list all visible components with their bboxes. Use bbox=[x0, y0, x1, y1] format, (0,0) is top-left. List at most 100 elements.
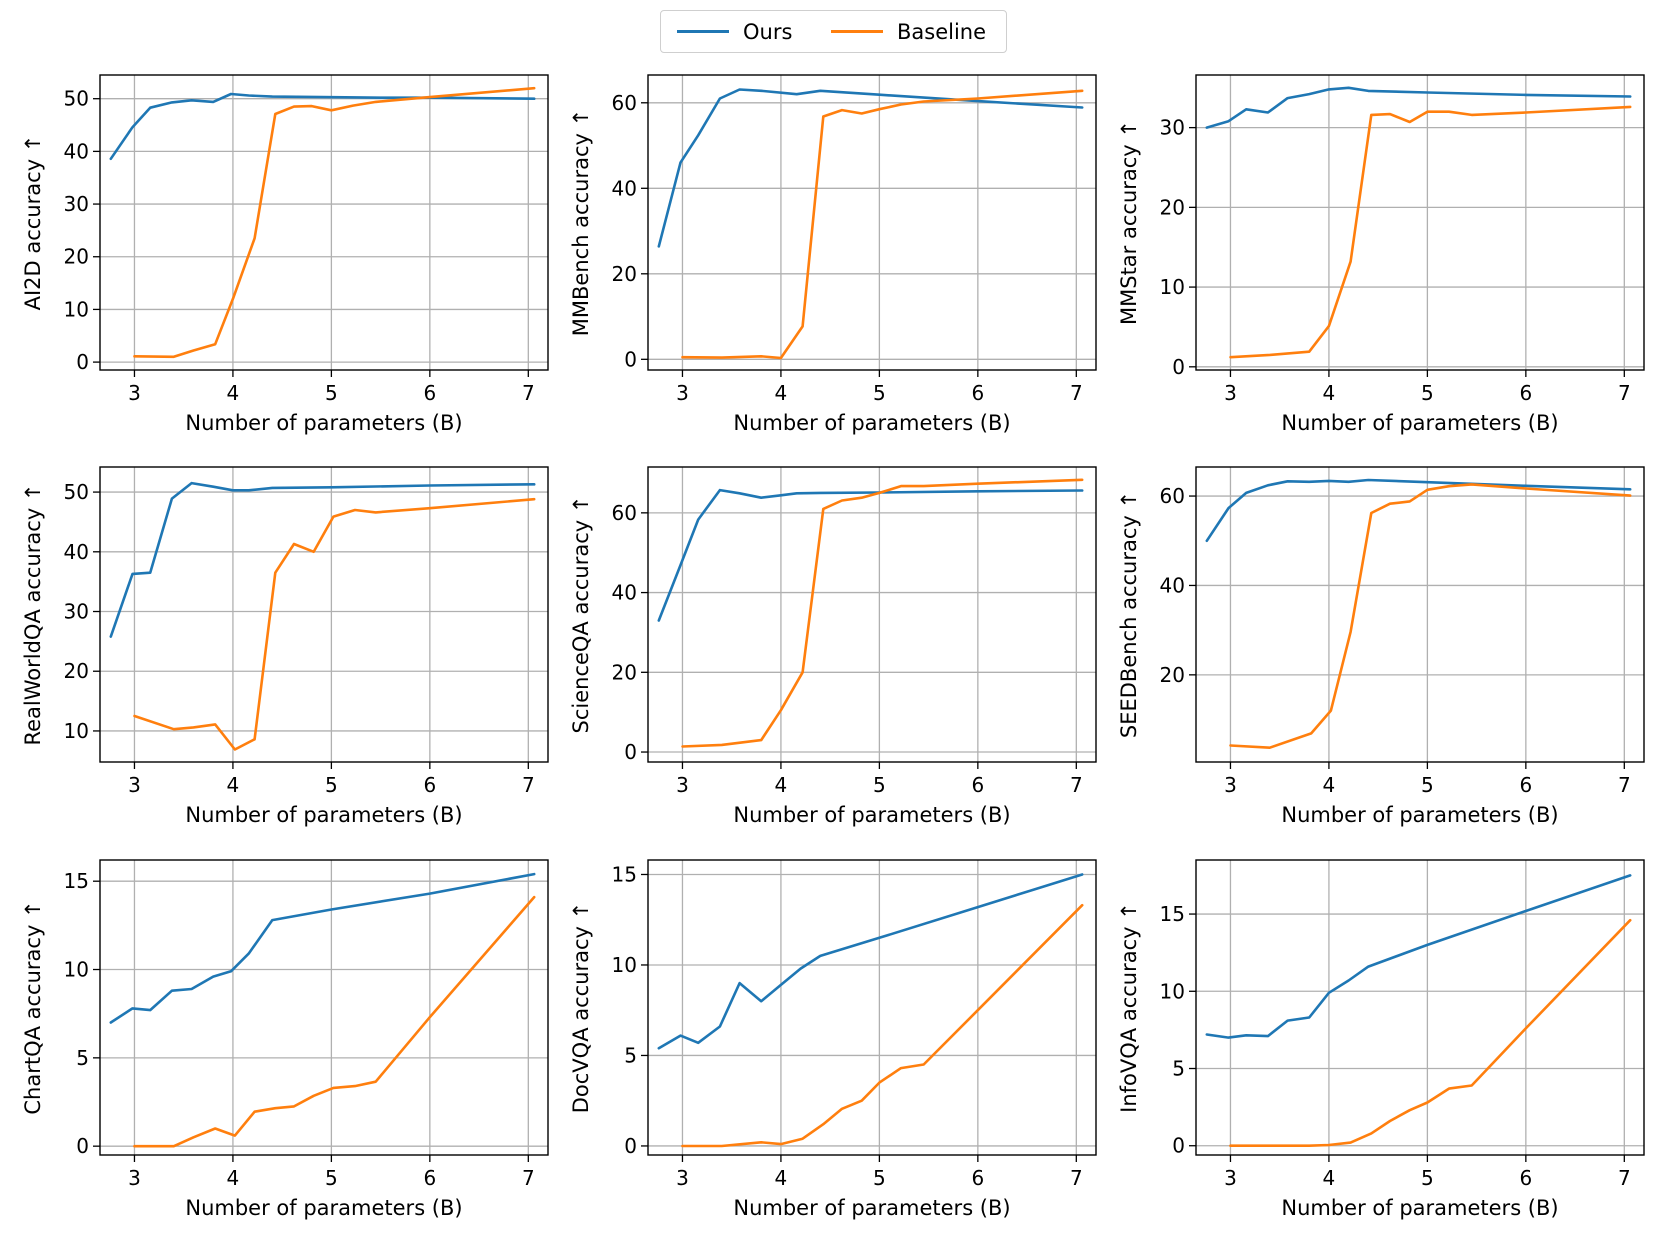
chart-panel: 3 4 5 6 7 0 5 10 15 Number of parameters (B) Chart… bbox=[21, 859, 549, 1220]
x-tick-label: 7 bbox=[1618, 1166, 1631, 1190]
chart-panel: 3 4 5 6 7 20 40 60 Number of parameters (B) SEEDB… bbox=[1117, 466, 1645, 827]
axes-frame bbox=[99, 74, 549, 371]
series-line-ours bbox=[1205, 478, 1632, 543]
axes-frame bbox=[1195, 466, 1645, 763]
chart-panel: 3 4 5 6 7 10 20 30 40 50 Number of parameters (B) R… bbox=[21, 466, 549, 827]
series-line-baseline bbox=[681, 89, 1084, 360]
x-tick-label: 6 bbox=[1519, 1166, 1532, 1190]
x-tick-label: 3 bbox=[676, 381, 689, 405]
series-line-baseline bbox=[1229, 105, 1632, 359]
y-tick-label: 40 bbox=[612, 581, 637, 605]
x-tick-label: 5 bbox=[325, 381, 338, 405]
x-tick-label: 4 bbox=[775, 773, 788, 797]
chart-panel: 3 4 5 6 7 0 5 10 15 Number of parameters (B) DocVQ… bbox=[569, 859, 1097, 1220]
x-tick-label: 6 bbox=[1519, 381, 1532, 405]
axes-frame bbox=[1195, 859, 1645, 1156]
legend-swatch-baseline bbox=[831, 30, 883, 33]
axes-frame bbox=[647, 466, 1097, 763]
x-axis-title: Number of parameters (B) bbox=[185, 803, 462, 827]
y-axis-title: ChartQA accuracy ↑ bbox=[21, 900, 45, 1114]
y-tick-label: 0 bbox=[76, 1134, 89, 1158]
x-tick-label: 3 bbox=[128, 1166, 141, 1190]
y-tick-label: 30 bbox=[64, 600, 89, 624]
x-tick-label: 5 bbox=[1421, 1166, 1434, 1190]
y-tick-label: 30 bbox=[1160, 116, 1185, 140]
y-tick-label: 10 bbox=[64, 297, 89, 321]
series-line-baseline bbox=[133, 895, 536, 1148]
x-tick-label: 4 bbox=[227, 773, 240, 797]
x-tick-label: 6 bbox=[423, 381, 436, 405]
y-tick-label: 20 bbox=[64, 245, 89, 269]
y-tick-label: 60 bbox=[612, 91, 637, 115]
series-line-ours bbox=[109, 92, 536, 161]
chart-panel: 3 4 5 6 7 0 10 20 30 Number of parameters (B) MMSt… bbox=[1117, 74, 1645, 435]
series-line-baseline bbox=[1229, 918, 1632, 1147]
x-tick-label: 7 bbox=[522, 773, 535, 797]
x-tick-label: 4 bbox=[1323, 1166, 1336, 1190]
x-tick-label: 6 bbox=[423, 1166, 436, 1190]
x-tick-label: 3 bbox=[1224, 1166, 1237, 1190]
y-tick-label: 40 bbox=[612, 176, 637, 200]
chart-panel: 3 4 5 6 7 0 20 40 60 Number of parameters (B) MMBe… bbox=[569, 74, 1097, 435]
x-axis-title: Number of parameters (B) bbox=[185, 1196, 462, 1220]
y-tick-label: 20 bbox=[1160, 663, 1185, 687]
y-axis-title: RealWorldQA accuracy ↑ bbox=[21, 483, 45, 745]
series-line-baseline bbox=[681, 903, 1084, 1148]
y-tick-label: 10 bbox=[64, 719, 89, 743]
y-tick-label: 0 bbox=[624, 1134, 637, 1158]
x-tick-label: 3 bbox=[128, 773, 141, 797]
x-tick-label: 7 bbox=[522, 381, 535, 405]
series-line-baseline bbox=[1229, 483, 1632, 750]
x-tick-label: 6 bbox=[423, 773, 436, 797]
x-axis-title: Number of parameters (B) bbox=[1281, 803, 1558, 827]
y-tick-label: 5 bbox=[1172, 1057, 1185, 1081]
x-tick-label: 7 bbox=[522, 1166, 535, 1190]
series-line-ours bbox=[657, 873, 1084, 1050]
y-tick-label: 60 bbox=[1160, 484, 1185, 508]
chart-panel: 3 4 5 6 7 0 10 20 30 40 50 Number of parameters (B)… bbox=[21, 74, 549, 435]
x-tick-label: 7 bbox=[1618, 773, 1631, 797]
y-tick-label: 40 bbox=[1160, 573, 1185, 597]
y-tick-label: 30 bbox=[64, 192, 89, 216]
legend-item-baseline: Baseline bbox=[831, 11, 986, 52]
x-tick-label: 6 bbox=[971, 773, 984, 797]
axes-frame bbox=[99, 859, 549, 1156]
x-tick-label: 7 bbox=[1070, 1166, 1083, 1190]
x-tick-label: 3 bbox=[1224, 381, 1237, 405]
y-tick-label: 10 bbox=[612, 953, 637, 977]
y-tick-label: 15 bbox=[64, 869, 89, 893]
x-tick-label: 6 bbox=[971, 1166, 984, 1190]
series-line-baseline bbox=[133, 497, 536, 751]
series-line-ours bbox=[109, 481, 536, 638]
x-tick-label: 4 bbox=[1323, 381, 1336, 405]
y-tick-label: 20 bbox=[612, 262, 637, 286]
legend-label-baseline: Baseline bbox=[897, 19, 987, 44]
series-line-ours bbox=[657, 488, 1084, 622]
y-axis-title: SEEDBench accuracy ↑ bbox=[1117, 491, 1141, 738]
y-tick-label: 10 bbox=[1160, 979, 1185, 1003]
series-line-baseline bbox=[681, 478, 1084, 748]
x-tick-label: 6 bbox=[1519, 773, 1532, 797]
axes-frame bbox=[99, 466, 549, 763]
x-tick-label: 4 bbox=[775, 1166, 788, 1190]
y-tick-label: 40 bbox=[64, 540, 89, 564]
x-axis-title: Number of parameters (B) bbox=[185, 411, 462, 435]
x-axis-title: Number of parameters (B) bbox=[733, 1196, 1010, 1220]
x-tick-label: 3 bbox=[128, 381, 141, 405]
x-tick-label: 4 bbox=[227, 1166, 240, 1190]
chart-panel: 3 4 5 6 7 0 5 10 15 Number of parameters (B) InfoV… bbox=[1117, 859, 1645, 1220]
x-tick-label: 5 bbox=[325, 773, 338, 797]
x-tick-label: 7 bbox=[1070, 381, 1083, 405]
y-axis-title: MMStar accuracy ↑ bbox=[1117, 120, 1141, 325]
y-tick-label: 0 bbox=[1172, 355, 1185, 379]
legend-item-ours: Ours bbox=[677, 11, 792, 52]
y-tick-label: 15 bbox=[612, 862, 637, 886]
series-line-ours bbox=[1205, 86, 1632, 129]
x-tick-label: 4 bbox=[775, 381, 788, 405]
x-tick-label: 5 bbox=[873, 773, 886, 797]
x-tick-label: 5 bbox=[873, 381, 886, 405]
x-tick-label: 3 bbox=[1224, 773, 1237, 797]
y-axis-title: AI2D accuracy ↑ bbox=[21, 135, 45, 311]
x-axis-title: Number of parameters (B) bbox=[1281, 1196, 1558, 1220]
